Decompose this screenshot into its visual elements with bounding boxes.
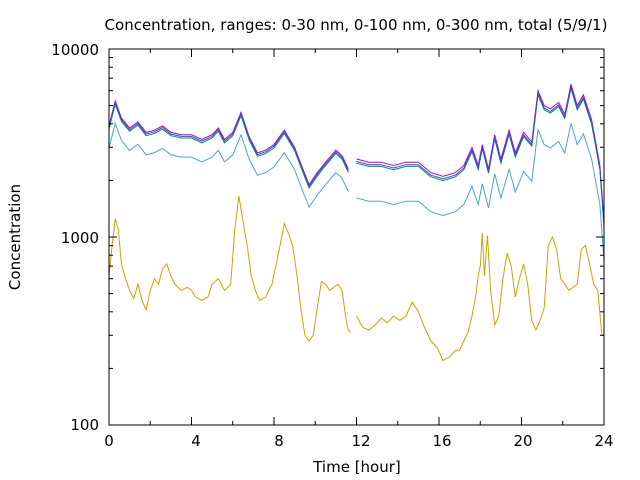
x-tick-label-0: 0 — [104, 432, 114, 450]
band-0-300-part2 — [356, 86, 605, 225]
x-tick-label-16: 16 — [432, 432, 451, 450]
chart-title: Concentration, ranges: 0-30 nm, 0-100 nm… — [105, 16, 608, 34]
series-layer — [108, 196, 603, 362]
band-0-30-part1 — [108, 121, 349, 209]
x-tick-label-4: 4 — [191, 432, 201, 450]
series-line-0 — [108, 196, 351, 342]
series-line-1 — [356, 232, 603, 362]
x-tick-label-24: 24 — [594, 432, 613, 450]
x-tick-label-20: 20 — [513, 432, 532, 450]
band-0-100-part1 — [108, 102, 349, 189]
axis-ticks — [108, 48, 605, 426]
y-tick-label-10000: 10000 — [51, 41, 99, 59]
band-0-300-part1 — [108, 100, 349, 188]
x-axis-label: Time [hour] — [312, 458, 401, 476]
band-total-part2 — [356, 84, 605, 223]
band-0-30-part2 — [356, 123, 605, 262]
band-total-part1 — [108, 99, 349, 186]
x-tick-label-12: 12 — [351, 432, 370, 450]
y-tick-label-1000: 1000 — [61, 229, 99, 247]
y-axis-label: Concentration — [6, 184, 24, 290]
concentration-bands — [108, 84, 605, 262]
y-tick-label-100: 100 — [70, 416, 99, 434]
x-tick-label-8: 8 — [274, 432, 284, 450]
